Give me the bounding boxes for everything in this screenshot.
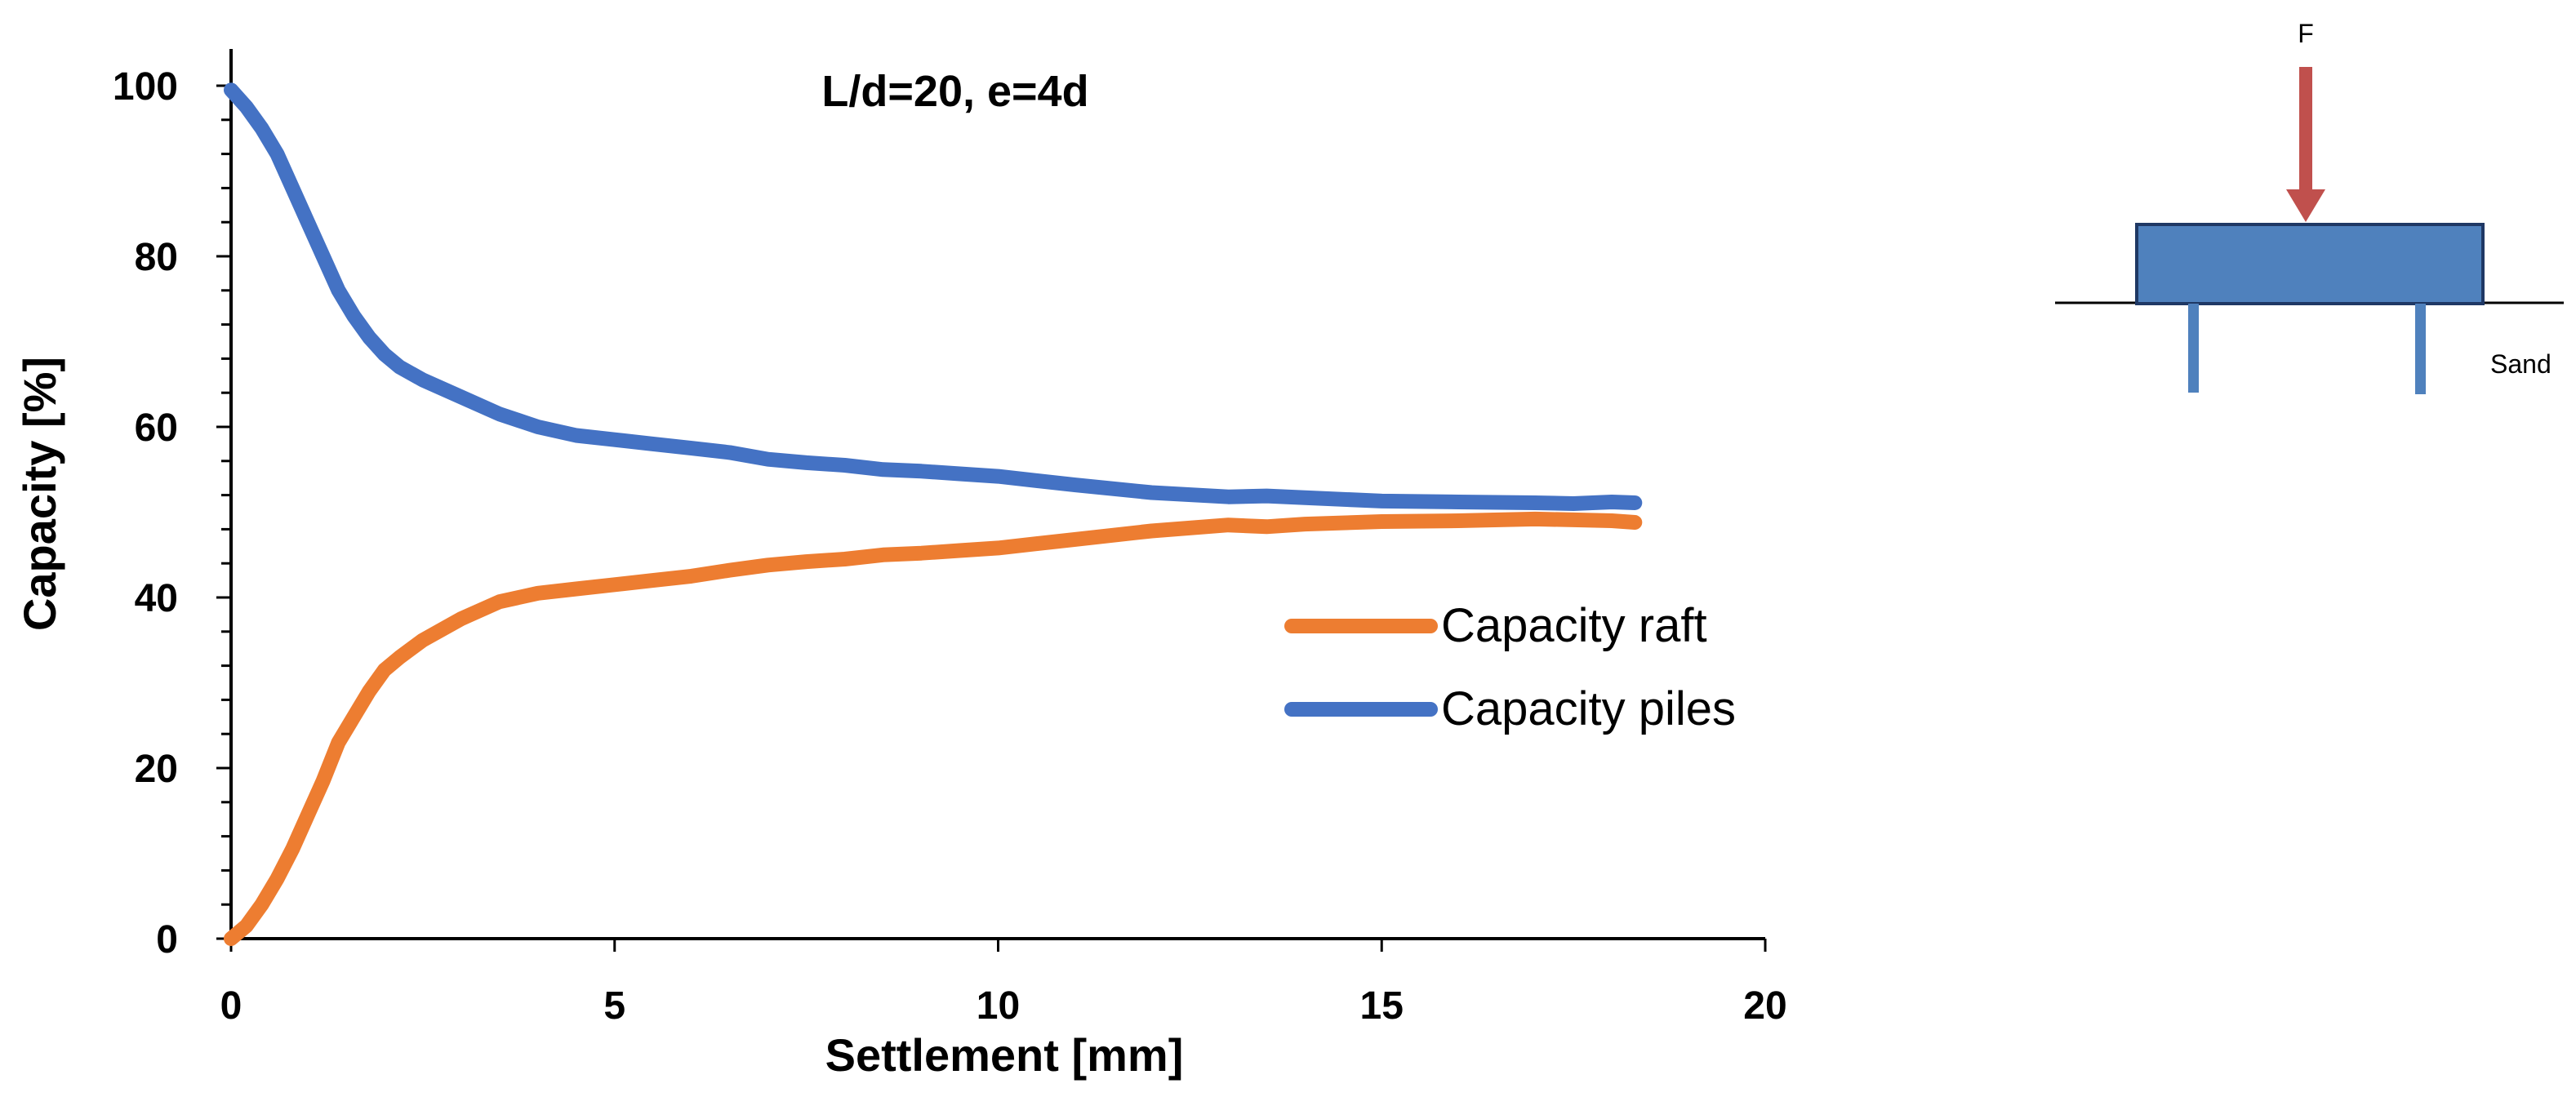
pile-left [2188, 304, 2199, 393]
legend-label-raft: Capacity raft [1441, 599, 1707, 652]
x-tick-label: 5 [603, 984, 625, 1028]
y-axis-title: Capacity [%] [14, 357, 65, 631]
legend-label-piles: Capacity piles [1441, 682, 1736, 735]
x-tick-label: 20 [1743, 984, 1786, 1028]
y-tick-label: 100 [113, 65, 178, 109]
y-tick-label: 0 [156, 918, 178, 962]
chart-axes: 0 20 40 60 80 100 0 5 10 15 20 [113, 49, 1787, 1028]
force-arrow-head [2286, 189, 2325, 222]
series-line-raft [224, 511, 1643, 946]
x-tick-label: 10 [977, 984, 1020, 1028]
legend: Capacity raft Capacity piles [1284, 599, 1736, 735]
pile-right [2415, 304, 2426, 394]
x-tick-label: 0 [220, 984, 242, 1028]
series-line-piles [224, 82, 1643, 511]
chart-title: L/d=20, e=4d [821, 67, 1088, 116]
piled-raft-diagram: F Sand [2055, 19, 2564, 394]
soil-label: Sand [2490, 349, 2552, 379]
x-ticks: 0 5 10 15 20 [220, 939, 1787, 1028]
y-tick-label: 60 [135, 406, 178, 450]
y-tick-label: 20 [135, 748, 178, 791]
y-ticks: 0 20 40 60 80 100 [113, 65, 231, 962]
force-label: F [2298, 19, 2314, 48]
y-tick-label: 40 [135, 577, 178, 620]
y-tick-label: 80 [135, 236, 178, 279]
raft-block [2135, 223, 2485, 305]
series-group [224, 82, 1643, 946]
x-axis-title: Settlement [mm] [825, 1029, 1184, 1081]
x-tick-label: 15 [1360, 984, 1404, 1028]
